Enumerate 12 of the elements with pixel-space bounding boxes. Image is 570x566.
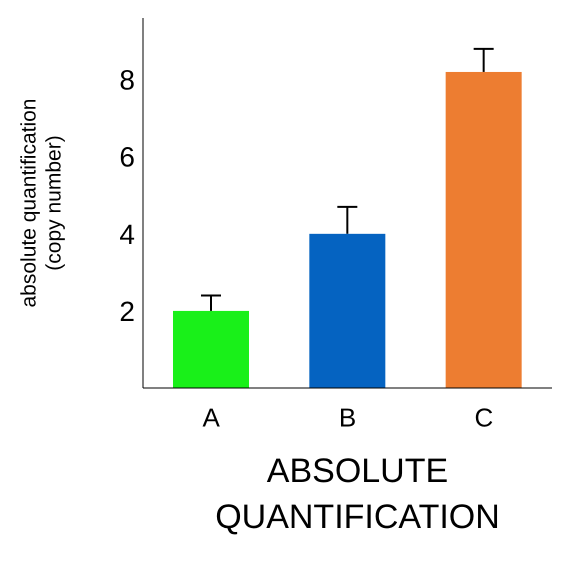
bar — [309, 234, 386, 388]
x-axis-title: ABSOLUTE QUANTIFICATION — [214, 451, 501, 538]
y-tick-label: 6 — [119, 142, 135, 173]
x-tick-label: C — [474, 402, 494, 432]
bar — [446, 72, 522, 388]
y-tick-label: 8 — [119, 64, 135, 96]
x-tick-label: A — [202, 402, 220, 432]
y-tick-label: 4 — [119, 218, 135, 250]
x-tick-label: B — [338, 402, 356, 432]
y-axis-title: absolute quantification (copy number) — [18, 98, 66, 308]
bar — [172, 310, 249, 388]
y-tick-label: 2 — [119, 296, 135, 327]
